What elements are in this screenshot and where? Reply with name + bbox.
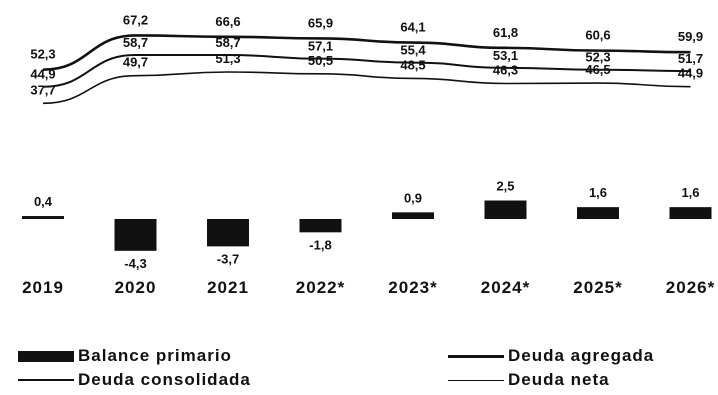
legend-item-deuda-agregada: Deuda agregada bbox=[448, 346, 654, 366]
x-tick-label: 2020 bbox=[115, 278, 157, 297]
bar-value-label: -1,8 bbox=[309, 237, 331, 252]
x-tick-label: 2026* bbox=[666, 278, 715, 297]
legend-label: Balance primario bbox=[78, 346, 232, 365]
bar-value-label: -3,7 bbox=[217, 251, 239, 266]
point-label-deuda-agregada: 59,9 bbox=[678, 29, 703, 44]
x-tick-label: 2024* bbox=[481, 278, 530, 297]
bar-value-label: 0,4 bbox=[34, 194, 53, 209]
point-label-deuda-consolidada: 58,7 bbox=[215, 35, 240, 50]
point-label-deuda-agregada: 67,2 bbox=[123, 12, 148, 27]
point-label-deuda-neta: 46,5 bbox=[585, 62, 610, 77]
x-tick-label: 2019 bbox=[22, 278, 64, 297]
point-label-deuda-neta: 37,7 bbox=[30, 82, 55, 97]
bar-balance-primario-2022* bbox=[299, 219, 342, 233]
legend-item-deuda-consolidada: Deuda consolidada bbox=[18, 370, 251, 390]
bar-value-label: -4,3 bbox=[124, 256, 146, 271]
point-label-deuda-consolidada: 44,9 bbox=[30, 67, 55, 82]
legend-swatch-line bbox=[18, 379, 74, 381]
point-label-deuda-neta: 51,3 bbox=[215, 51, 240, 66]
point-label-deuda-consolidada: 53,1 bbox=[493, 48, 518, 63]
bar-value-label: 2,5 bbox=[496, 179, 514, 194]
legend-swatch-bar bbox=[18, 350, 74, 362]
legend-item-balance-primario: Balance primario bbox=[18, 346, 232, 366]
x-tick-label: 2021 bbox=[207, 278, 249, 297]
legend-swatch-line bbox=[448, 379, 504, 381]
point-label-deuda-agregada: 66,6 bbox=[215, 14, 240, 29]
chart-legend: Balance primario Deuda agregada Deuda co… bbox=[0, 344, 718, 394]
bar-value-label: 0,9 bbox=[404, 190, 422, 205]
legend-label: Deuda neta bbox=[508, 370, 610, 389]
bar-balance-primario-2020 bbox=[114, 219, 157, 251]
bar-balance-primario-2025* bbox=[577, 207, 619, 219]
point-label-deuda-consolidada: 57,1 bbox=[308, 39, 333, 54]
point-label-deuda-consolidada: 58,7 bbox=[123, 35, 148, 50]
bar-balance-primario-2019 bbox=[22, 216, 64, 219]
line-deuda-neta bbox=[42, 71, 691, 105]
point-label-deuda-consolidada: 51,7 bbox=[678, 51, 703, 66]
legend-swatch-line bbox=[448, 354, 504, 358]
bar-value-label: 1,6 bbox=[589, 185, 607, 200]
line-deuda-consolidada bbox=[42, 53, 691, 88]
legend-label: Deuda consolidada bbox=[78, 370, 251, 389]
legend-item-deuda-neta: Deuda neta bbox=[448, 370, 610, 390]
bar-balance-primario-2024* bbox=[484, 200, 527, 219]
bar-balance-primario-2026* bbox=[669, 207, 712, 219]
point-label-deuda-consolidada: 55,4 bbox=[400, 43, 426, 58]
point-label-deuda-neta: 46,3 bbox=[493, 63, 518, 78]
x-tick-label: 2022* bbox=[296, 278, 345, 297]
point-label-deuda-agregada: 52,3 bbox=[30, 47, 55, 62]
bar-balance-primario-2023* bbox=[392, 212, 434, 219]
point-label-deuda-consolidada: 52,3 bbox=[585, 50, 610, 65]
point-label-deuda-agregada: 65,9 bbox=[308, 15, 333, 30]
point-label-deuda-neta: 44,9 bbox=[678, 66, 703, 81]
point-label-deuda-agregada: 60,6 bbox=[585, 28, 610, 43]
x-tick-label: 2023* bbox=[388, 278, 437, 297]
bar-value-label: 1,6 bbox=[681, 185, 699, 200]
point-label-deuda-agregada: 61,8 bbox=[493, 25, 518, 40]
legend-label: Deuda agregada bbox=[508, 346, 655, 365]
line-deuda-agregada bbox=[42, 34, 691, 72]
point-label-deuda-neta: 50,5 bbox=[308, 53, 333, 68]
point-label-deuda-agregada: 64,1 bbox=[400, 20, 425, 35]
x-tick-label: 2025* bbox=[573, 278, 622, 297]
point-label-deuda-neta: 49,7 bbox=[123, 55, 148, 70]
chart-plot: 0,4 -4,3 -3,7 -1,8 0,9 2,5 1,6 1,6 52,3 67,2 66,6 6… bbox=[22, 12, 715, 297]
bar-balance-primario-2021 bbox=[207, 219, 249, 247]
point-label-deuda-neta: 48,5 bbox=[400, 57, 425, 72]
